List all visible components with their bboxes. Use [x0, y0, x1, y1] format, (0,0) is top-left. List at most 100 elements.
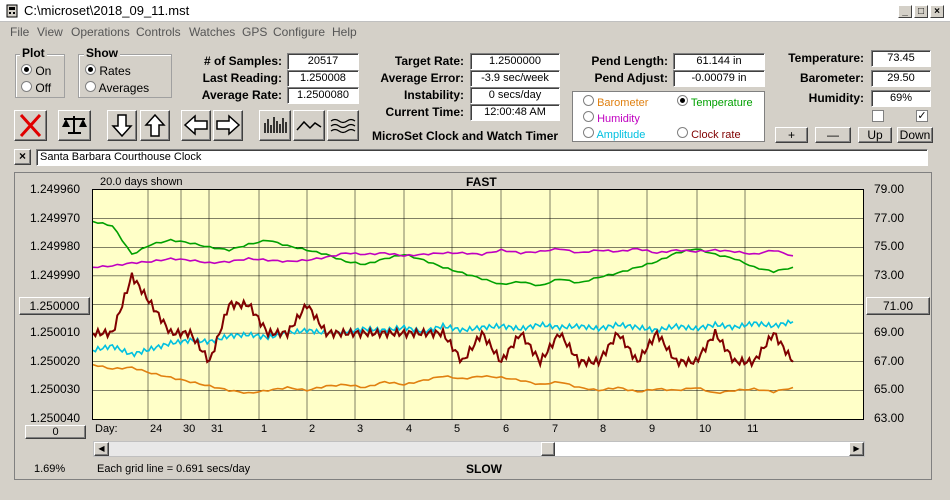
show-averages-label: Averages: [98, 81, 150, 95]
move-up-button[interactable]: [140, 110, 170, 141]
scroll-left-button[interactable]: [181, 110, 211, 141]
last-reading-field: 1.250008: [287, 70, 359, 87]
current-time-field: 12:00:48 AM: [470, 104, 560, 121]
average-rate-field: 1.2500080: [287, 87, 359, 104]
day-tick-label: 2: [309, 423, 316, 435]
menu-operations[interactable]: Operations: [71, 25, 130, 39]
show-averages-radio[interactable]: Averages: [85, 81, 149, 95]
clock-name-field[interactable]: Santa Barbara Courthouse Clock: [36, 149, 928, 166]
aux-barometer-radio[interactable]: Barometer: [583, 95, 648, 109]
aux-temperature-radio[interactable]: Temperature: [677, 95, 753, 109]
maximize-button[interactable]: □: [914, 5, 928, 18]
right-tick-label: 65.00: [874, 382, 905, 397]
day-tick-label: 31: [211, 423, 224, 435]
horizontal-scrollbar[interactable]: ◀ ▶: [93, 441, 865, 457]
clear-name-button[interactable]: ×: [14, 149, 31, 165]
percent-readout: 1.69%: [34, 463, 66, 475]
day-tick-label: 8: [600, 423, 607, 435]
move-down-button[interactable]: [107, 110, 137, 141]
day-tick-label: 6: [503, 423, 510, 435]
aux-clockrate-label: Clock rate: [691, 129, 741, 141]
window-title: C:\microset\2018_09_11.mst: [24, 3, 190, 18]
menu-configure[interactable]: Configure: [273, 25, 326, 39]
minimize-button[interactable]: _: [898, 5, 912, 18]
day-tick-label: 24: [150, 423, 163, 435]
left-tick-label: 1.249970: [30, 210, 81, 225]
show-group-title: Show: [84, 46, 120, 60]
red-x-icon: [19, 113, 42, 138]
plot-off-radio[interactable]: Off: [21, 81, 51, 95]
plot-area[interactable]: [92, 189, 864, 420]
samples-label: # of Samples:: [203, 54, 282, 68]
menu-controls[interactable]: Controls: [136, 25, 181, 39]
plot-on-radio[interactable]: On: [21, 64, 51, 78]
balance-scale-icon: [62, 116, 87, 134]
temperature-label: Temperature:: [788, 51, 864, 65]
aux-amplitude-radio[interactable]: Amplitude: [583, 127, 645, 141]
down-button[interactable]: Down: [897, 127, 933, 143]
arrow-left-icon: [183, 114, 208, 136]
menu-view[interactable]: View: [37, 25, 63, 39]
right-center-button[interactable]: 71.00: [866, 297, 930, 315]
day-tick-label: 5: [454, 423, 461, 435]
radio-icon: [677, 127, 688, 138]
wave-view-button[interactable]: [327, 110, 359, 141]
pend-adjust-label: Pend Adjust:: [594, 71, 668, 85]
left-center-button[interactable]: 1.250000: [19, 297, 90, 315]
wave-icon: [330, 118, 356, 134]
minus-button[interactable]: —: [815, 127, 851, 143]
up-button[interactable]: Up: [858, 127, 892, 143]
scroll-thumb[interactable]: [541, 442, 555, 456]
env-checkbox-2[interactable]: ✓: [916, 110, 928, 122]
day-tick-label: 3: [357, 423, 364, 435]
target-rate-field[interactable]: 1.2500000: [470, 53, 560, 70]
menu-gps[interactable]: GPS: [242, 25, 268, 39]
left-tick-label: 1.249980: [30, 239, 81, 254]
day-tick-label: 4: [406, 423, 413, 435]
arrow-right-icon: [216, 114, 241, 136]
plus-button[interactable]: +: [775, 127, 808, 143]
balance-button[interactable]: [58, 110, 91, 141]
title-bar: C:\microset\2018_09_11.mst _ □ ×: [0, 0, 950, 22]
show-rates-radio[interactable]: Rates: [85, 64, 131, 78]
bar-chart-icon: [264, 117, 287, 133]
arrow-up-icon: [144, 113, 166, 137]
aux-humidity-radio[interactable]: Humidity: [583, 111, 640, 125]
close-button[interactable]: ×: [930, 5, 944, 18]
instability-field: 0 secs/day: [470, 87, 560, 104]
humidity-label: Humidity:: [808, 91, 864, 105]
aux-clockrate-radio[interactable]: Clock rate: [677, 127, 741, 141]
barometer-field: 29.50: [871, 70, 931, 87]
day-tick-label: 30: [183, 423, 196, 435]
show-rates-label: Rates: [99, 64, 131, 78]
bar-view-button[interactable]: [259, 110, 291, 141]
line-view-button[interactable]: [293, 110, 325, 141]
radio-icon: [85, 81, 96, 92]
plot-panel: [14, 172, 932, 480]
radio-icon: [583, 111, 594, 122]
scroll-right-arrow[interactable]: ▶: [849, 442, 864, 456]
average-error-field: -3.9 sec/week: [470, 70, 560, 87]
pend-length-field[interactable]: 61.144 in: [673, 53, 765, 70]
instability-label: Instability:: [403, 88, 464, 102]
env-checkbox-1[interactable]: [872, 110, 884, 122]
series-line-clock-rate: [93, 272, 794, 369]
chart-svg: [93, 190, 863, 419]
target-rate-label: Target Rate:: [394, 54, 464, 68]
day-tick-label: 10: [699, 423, 712, 435]
right-tick-label: 67.00: [874, 353, 905, 368]
scroll-left-arrow[interactable]: ◀: [94, 442, 109, 456]
aux-options-box: Barometer Temperature Humidity Amplitude…: [572, 91, 765, 142]
menu-watches[interactable]: Watches: [189, 25, 236, 39]
line-chart-icon: [296, 120, 322, 131]
menu-help[interactable]: Help: [332, 25, 357, 39]
scroll-right-button[interactable]: [213, 110, 243, 141]
menu-file[interactable]: File: [10, 25, 30, 39]
day-tick-label: 1: [261, 423, 268, 435]
show-group: [78, 54, 172, 98]
radio-icon: [583, 95, 594, 106]
bottom-left-button[interactable]: 0: [25, 425, 86, 439]
last-reading-label: Last Reading:: [202, 71, 282, 85]
right-tick-label: 73.00: [874, 267, 905, 282]
clear-button[interactable]: [14, 110, 47, 141]
